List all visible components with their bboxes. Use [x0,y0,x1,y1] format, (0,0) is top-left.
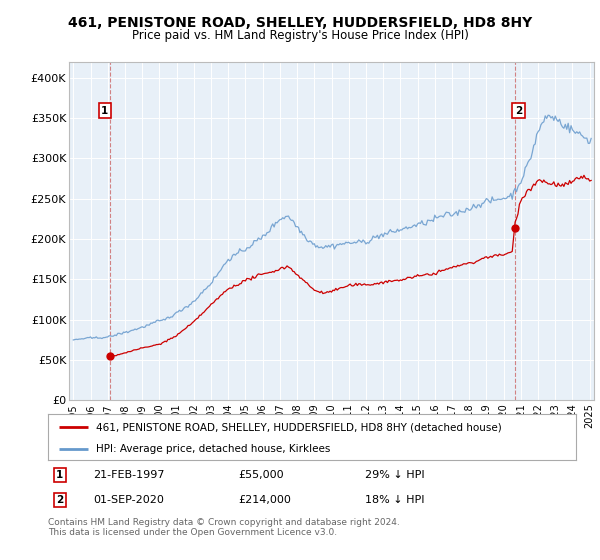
Text: £55,000: £55,000 [238,470,284,480]
Text: 2: 2 [515,106,522,116]
Text: 461, PENISTONE ROAD, SHELLEY, HUDDERSFIELD, HD8 8HY: 461, PENISTONE ROAD, SHELLEY, HUDDERSFIE… [68,16,532,30]
Text: £214,000: £214,000 [238,495,291,505]
Text: 461, PENISTONE ROAD, SHELLEY, HUDDERSFIELD, HD8 8HY (detached house): 461, PENISTONE ROAD, SHELLEY, HUDDERSFIE… [95,422,501,432]
Text: 29% ↓ HPI: 29% ↓ HPI [365,470,424,480]
Text: 2: 2 [56,495,63,505]
Text: HPI: Average price, detached house, Kirklees: HPI: Average price, detached house, Kirk… [95,444,330,454]
Text: Price paid vs. HM Land Registry's House Price Index (HPI): Price paid vs. HM Land Registry's House … [131,29,469,42]
Text: 1: 1 [56,470,63,480]
Text: 01-SEP-2020: 01-SEP-2020 [93,495,164,505]
Text: 18% ↓ HPI: 18% ↓ HPI [365,495,424,505]
Text: Contains HM Land Registry data © Crown copyright and database right 2024.
This d: Contains HM Land Registry data © Crown c… [48,518,400,538]
Text: 1: 1 [101,106,109,116]
Text: 21-FEB-1997: 21-FEB-1997 [93,470,164,480]
